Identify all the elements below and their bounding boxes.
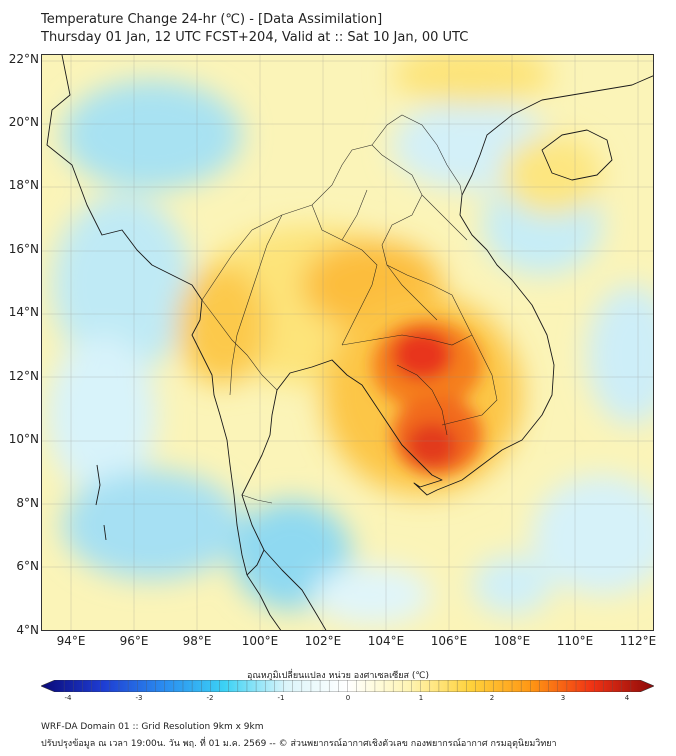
lat-label-14n: 14°N <box>8 305 39 319</box>
lat-label-8n: 8°N <box>16 496 39 510</box>
lat-label-22n: 22°N <box>8 52 39 66</box>
colorbar-segments <box>63 680 632 692</box>
lon-label-98e: 98°E <box>182 634 212 648</box>
footer-model-info: WRF-DA Domain 01 :: Grid Resolution 9km … <box>41 722 264 732</box>
colorbar-label-1: 1 <box>418 694 424 702</box>
map-svg <box>42 55 653 630</box>
lat-label-10n: 10°N <box>8 432 39 446</box>
lat-label-18n: 18°N <box>8 178 39 192</box>
colorbar-title: อุณหภูมิเปลี่ยนแปลง หน่วย องศาเซลเซียส (… <box>246 671 430 681</box>
colorbar-label-3: 3 <box>560 694 566 702</box>
colorbar-label-0: 0 <box>345 694 351 702</box>
lon-label-106e: 106°E <box>430 634 468 648</box>
country-borders <box>201 114 498 504</box>
lat-label-12n: 12°N <box>8 369 39 383</box>
lon-label-102e: 102°E <box>304 634 342 648</box>
colorbar-label-2: 2 <box>489 694 495 702</box>
colorbar-label-m2: -2 <box>206 694 214 702</box>
lat-label-4n: 4°N <box>16 623 39 637</box>
lat-label-6n: 6°N <box>16 559 39 573</box>
lon-label-104e: 104°E <box>367 634 405 648</box>
lon-label-110e: 110°E <box>556 634 594 648</box>
colorbar-label-m3: -3 <box>135 694 143 702</box>
warm-core <box>372 320 482 475</box>
footer-credit: ปรับปรุงข้อมูล ณ เวลา 19:00น. วัน พฤ. ที… <box>41 739 557 749</box>
lon-label-108e: 108°E <box>493 634 531 648</box>
colorbar-label-m4: -4 <box>64 694 72 702</box>
colorbar <box>41 680 654 692</box>
lon-label-100e: 100°E <box>241 634 279 648</box>
lon-label-96e: 96°E <box>119 634 149 648</box>
map-title: Temperature Change 24-hr (℃) - [Data Ass… <box>41 12 383 27</box>
lat-label-20n: 20°N <box>8 115 39 129</box>
temperature-change-map <box>41 54 654 631</box>
gridlines <box>42 55 653 630</box>
lon-label-112e: 112°E <box>619 634 657 648</box>
colorbar-label-m1: -1 <box>277 694 285 702</box>
lat-label-16n: 16°N <box>8 242 39 256</box>
map-subtitle: Thursday 01 Jan, 12 UTC FCST+204, Valid … <box>41 30 469 45</box>
colorbar-label-4: 4 <box>624 694 630 702</box>
lon-label-94e: 94°E <box>56 634 86 648</box>
